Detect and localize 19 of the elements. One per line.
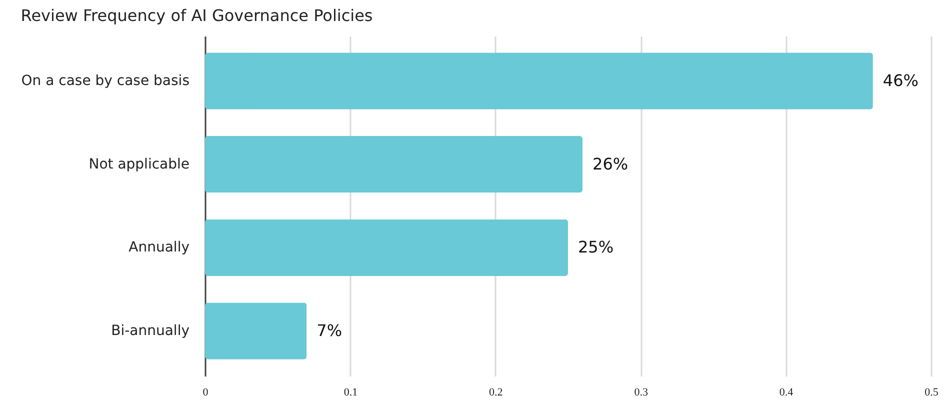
bar — [205, 302, 307, 360]
x-tick-label: 0.4 — [779, 386, 794, 398]
chart-title: Review Frequency of AI Governance Policies — [20, 6, 373, 25]
y-tick-label: On a case by case basis — [21, 73, 190, 89]
data-label: 46% — [882, 71, 918, 90]
data-label: 26% — [592, 154, 628, 174]
y-tick-label: Annually — [128, 240, 190, 256]
bar — [205, 136, 583, 193]
data-label: 7% — [316, 321, 342, 340]
y-tick-label: Not applicable — [88, 156, 190, 172]
x-tick-label: 0.5 — [924, 386, 939, 398]
y-tick-label: Bi-annually — [111, 323, 190, 339]
x-tick-label: 0 — [202, 386, 209, 398]
data-label: 25% — [578, 238, 614, 257]
bar — [205, 52, 873, 110]
bar — [205, 219, 568, 276]
x-tick-label: 0.2 — [489, 386, 503, 398]
x-tick-label: 0.3 — [634, 386, 648, 398]
x-tick-label: 0.1 — [344, 386, 358, 398]
